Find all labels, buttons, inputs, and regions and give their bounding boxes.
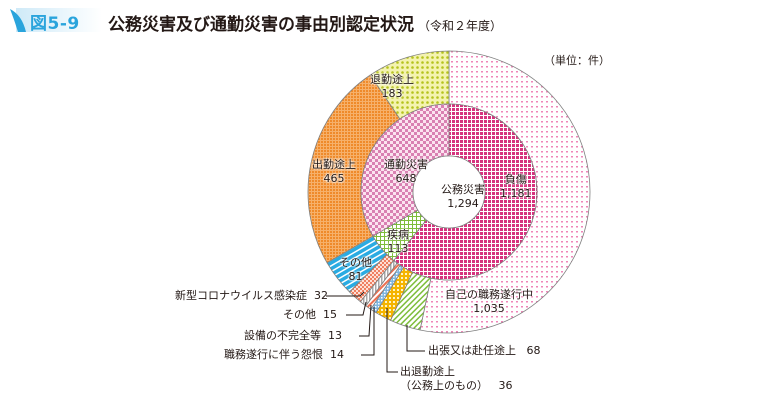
label-own-duty: 自己の職務遂行中 1,035 xyxy=(445,288,533,315)
ext-label-trip: 出張又は赴任途上 68 xyxy=(428,344,541,357)
label-injury: 負傷 1,181 xyxy=(500,173,532,200)
ext-label-covid: 新型コロナウイルス感染症 32 xyxy=(175,289,328,302)
chart-title: 公務災害及び通勤災害の事由別認定状況 （令和２年度） xyxy=(108,10,502,35)
label-commute-accident: 通勤災害 648 xyxy=(384,158,428,185)
leader-other-small xyxy=(346,301,367,316)
title-subtitle: （令和２年度） xyxy=(418,19,503,33)
label-other: その他 81 xyxy=(339,256,372,283)
figure-badge-shape xyxy=(10,8,102,32)
ext-label-grudge: 職務遂行に伴う怨恨 14 xyxy=(224,348,344,361)
label-illness: 疾病 113 xyxy=(387,228,409,255)
leader-grudge xyxy=(361,307,375,356)
donut-hole xyxy=(412,155,486,229)
label-from-work: 退勤途上 183 xyxy=(370,73,414,100)
leader-trip xyxy=(406,325,425,352)
unit-label: （単位：件） xyxy=(544,54,610,67)
leader-covid xyxy=(326,291,365,297)
ext-label-other-small: その他 15 xyxy=(283,308,337,321)
figure-number: 図5-9 xyxy=(30,14,80,34)
label-official-accident-center: 公務災害 1,294 xyxy=(441,183,485,210)
ext-label-facility: 設備の不完全等 13 xyxy=(244,329,342,342)
leader-facility xyxy=(359,304,372,337)
label-to-work: 出勤途上 465 xyxy=(312,158,356,185)
ext-label-commute-duty: 出退勤途上 （公務上のもの） 36 xyxy=(400,365,513,392)
title-text: 公務災害及び通勤災害の事由別認定状況 xyxy=(108,15,414,35)
leader-commute-duty xyxy=(386,308,398,373)
